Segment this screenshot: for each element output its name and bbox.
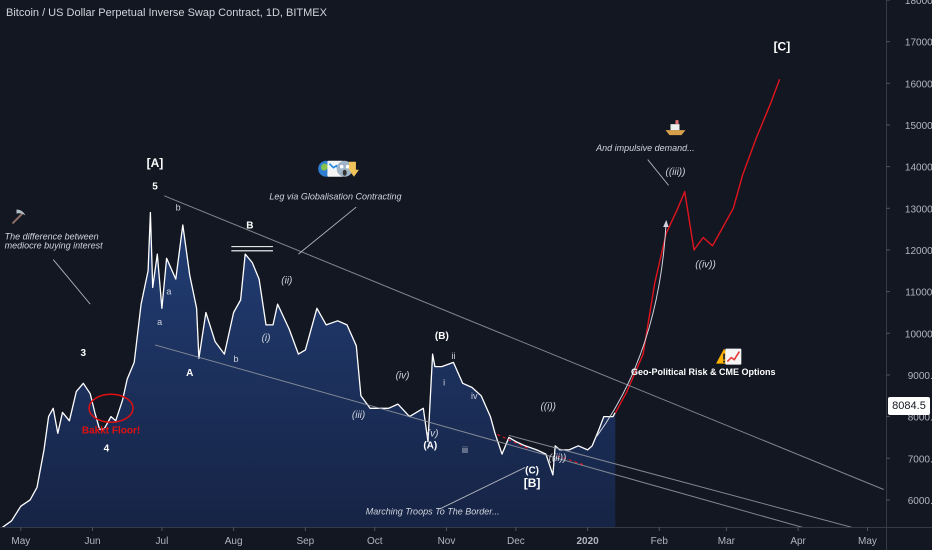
chart-title: Bitcoin / US Dollar Perpetual Inverse Sw…: [6, 7, 327, 19]
pointer-line: [647, 159, 669, 186]
channel-line: [508, 434, 853, 527]
annotation-label: A: [186, 368, 193, 379]
x-tick-label: Mar: [718, 536, 736, 547]
annotation-label: And impulsive demand...: [595, 143, 695, 153]
annotation-label: iv: [471, 391, 478, 401]
annotation-label: b: [176, 202, 181, 212]
bakkt-floor-circle: [88, 393, 134, 424]
annotation-label: ((i)): [540, 402, 556, 413]
annotation-label: i: [443, 377, 445, 387]
annotation-label: iii: [462, 445, 468, 455]
channel-line: [164, 195, 884, 490]
x-tick-label: Sep: [296, 536, 314, 547]
annotation-label: ((ii)): [549, 453, 567, 464]
face-screaming-icon: [336, 160, 353, 177]
y-tick-label: 11000.0: [905, 288, 932, 299]
x-tick-label: Nov: [438, 536, 456, 547]
projection-line: [614, 78, 781, 414]
y-tick-label: 14000.0: [905, 163, 932, 174]
pointing-down-icon: [348, 161, 359, 177]
price-area-fill: [0, 212, 616, 527]
annotation-label: [C]: [774, 39, 791, 53]
y-tick-label: 18000.0: [905, 0, 932, 7]
x-tick-label: 2020: [576, 536, 599, 547]
y-tick-label: 7000.0: [908, 454, 932, 465]
annotation-label: ii: [451, 351, 455, 361]
y-tick-label: 9000.0: [908, 371, 932, 382]
y-tick-label: 6000.0: [908, 496, 932, 507]
pointer-line: [439, 467, 526, 510]
x-tick-label: Feb: [651, 536, 669, 547]
y-tick-label: 12000.0: [905, 246, 932, 257]
chart-increasing-icon: [725, 348, 742, 365]
annotation-label: Marching Troops To The Border...: [366, 507, 500, 517]
y-tick-label: 15000.0: [905, 121, 932, 132]
y-tick-label: 16000.0: [905, 79, 932, 90]
annotation-label: (i): [262, 333, 271, 344]
x-tick-label: Apr: [790, 536, 806, 547]
annotation-label: Leg via Globalisation Contracting: [269, 192, 401, 202]
pointer-line: [298, 206, 357, 255]
annotation-label: Geo-Political Risk & CME Options: [631, 367, 776, 377]
channel-line: [154, 344, 804, 527]
x-tick-label: Jul: [156, 536, 169, 547]
annotation-label: ((iv)): [695, 259, 716, 270]
y-tick-label: 8000.0: [908, 413, 932, 424]
annotation-label: Bakkt Floor!: [82, 425, 140, 436]
x-tick-label: Jun: [84, 536, 100, 547]
annotation-label: (v): [427, 429, 439, 440]
y-tick-label: 17000.0: [905, 38, 932, 49]
annotation-label: ((iii)): [665, 167, 685, 178]
annotation-label: (C): [525, 466, 539, 477]
x-tick-label: Aug: [225, 536, 243, 547]
annotation-label: 5: [152, 182, 158, 193]
ship-icon: [665, 120, 686, 136]
annotation-label: (ii): [281, 276, 292, 287]
annotation-label: [B]: [524, 476, 541, 490]
annotation-label: 3: [80, 348, 86, 359]
red-dashed-line: [557, 455, 584, 466]
annotation-label: (iii): [352, 410, 365, 421]
pickaxe-icon: [11, 209, 26, 225]
y-tick-label: 13000.0: [905, 204, 932, 215]
x-tick-label: Dec: [507, 536, 525, 547]
annotation-label: The difference between: [5, 232, 99, 242]
x-tick-label: Oct: [367, 536, 383, 547]
annotation-label: a: [166, 287, 171, 297]
annotation-label: B: [246, 221, 253, 232]
annotation-label: (iv): [396, 371, 410, 382]
annotation-label: (B): [435, 331, 449, 342]
x-tick-label: May: [858, 536, 877, 547]
annotation-label: 4: [104, 444, 110, 455]
last-price-label: 8084.5: [888, 397, 930, 415]
projection-arrow: [596, 220, 669, 437]
annotation-label: mediocre buying interest: [5, 240, 104, 250]
annotation-label: [A]: [147, 156, 164, 170]
annotation-label: (A): [423, 440, 437, 451]
plot-area: [A]5baaAbB(i)(ii)34(iii)(iv)(v)(A)(B)iii…: [0, 39, 884, 527]
annotation-label: b: [233, 354, 238, 364]
annotation-label: a: [157, 317, 162, 327]
pointer-line: [52, 259, 91, 305]
y-tick-label: 10000.0: [905, 329, 932, 340]
x-tick-label: May: [11, 536, 30, 547]
